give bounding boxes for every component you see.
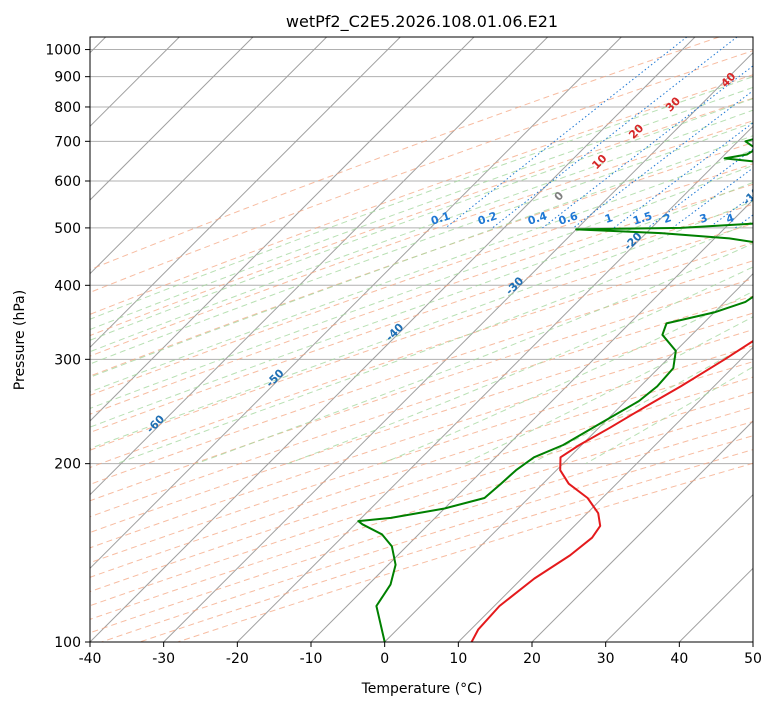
x-tick-label: 40: [670, 651, 688, 667]
isotherm-line: [605, 493, 753, 642]
axes: -40 -30 -20 -10 0 10 20 30 40 5010020030040050060…: [45, 36, 762, 667]
isotherm-line: [384, 272, 753, 642]
isotherm-line: [90, 37, 328, 275]
isotherm-line: [163, 51, 753, 642]
x-tick-label: 0: [380, 651, 389, 667]
moist-adiabat-line: [90, 200, 753, 450]
dry-adiabat-line: [90, 361, 753, 578]
y-axis-label: Pressure (hPa): [12, 290, 28, 390]
isotherm-label: -70: [24, 458, 47, 481]
plot-area: 0.10.20.40.611.52346810131620253036-100-…: [24, 37, 775, 642]
mixing-ratio-line: [445, 37, 688, 229]
dry-adiabat-line: [90, 37, 720, 271]
y-tick-label: 1000: [45, 43, 81, 59]
isotherm-line: [90, 37, 622, 570]
mixing-ratio-line: [492, 37, 738, 229]
dry-adiabat-line: [90, 183, 753, 415]
mixing-ratio-line: [672, 167, 753, 229]
dry-adiabat-line: [90, 97, 753, 337]
mixing-ratio-label: 2: [662, 211, 673, 226]
mixing-ratio-label: 6: [763, 211, 775, 226]
dry-adiabat-line: [90, 50, 753, 293]
dry-adiabat-line: [139, 449, 753, 642]
isotherm-line: [90, 37, 475, 422]
mixing-ratio-label: 0.2: [476, 209, 499, 227]
isotherm-label: -50: [263, 366, 286, 389]
moist-adiabat-line: [287, 266, 753, 465]
x-tick-label: 20: [523, 651, 541, 667]
moist-adiabat-line: [90, 149, 753, 393]
x-axis-label: Temperature (°C): [361, 681, 483, 697]
isotherm-line: [752, 641, 753, 642]
x-tick-label: 50: [744, 651, 762, 667]
isotherm-line: [678, 567, 753, 642]
x-tick-label: -30: [152, 651, 175, 667]
plot-frame: [89, 36, 754, 643]
x-tick-label: -40: [79, 651, 102, 667]
moist-adiabat-line: [90, 109, 753, 353]
isotherm-line: [90, 37, 401, 349]
moist-adiabat-line: [530, 341, 753, 465]
mixing-ratio-label: 1.5: [631, 209, 654, 227]
isotherm-line: [90, 37, 696, 642]
mixing-ratio-label: 1: [603, 211, 614, 226]
mixing-ratio-label: 4: [725, 211, 737, 226]
x-tick-label: 30: [597, 651, 615, 667]
y-tick-label: 200: [54, 457, 81, 473]
moist-adiabat-line: [90, 122, 753, 365]
dry-adiabat-line: [90, 163, 753, 396]
y-tick-label: 700: [54, 134, 81, 150]
y-tick-label: 800: [54, 100, 81, 116]
moist-adiabat-line: [196, 242, 753, 465]
moist-adiabat-line: [90, 86, 753, 331]
dry-adiabat-line: [90, 142, 753, 377]
y-tick-label: 300: [54, 352, 81, 368]
y-tick-label: 100: [54, 635, 81, 651]
dry-adiabat-line: [90, 329, 753, 549]
mixing-ratio-label: 0.1: [429, 209, 452, 227]
mixing-ratio-line: [613, 122, 753, 229]
x-tick-label: -10: [300, 651, 323, 667]
dewpoint-profile-line: [357, 138, 753, 642]
y-tick-label: 600: [54, 174, 81, 190]
moist-adiabat-line: [90, 76, 753, 320]
mixing-ratio-line: [542, 65, 753, 229]
moist-adiabat-line: [90, 181, 753, 428]
x-tick-label: -20: [226, 651, 249, 667]
mixing-ratio-label: 3: [698, 211, 709, 226]
y-tick-label: 900: [54, 70, 81, 86]
moist-adiabat-line: [381, 290, 753, 465]
x-tick-label: 10: [449, 651, 467, 667]
dry-adiabat-line: [101, 435, 753, 642]
isotherm-line: [457, 346, 753, 642]
isotherm-label: -60: [144, 412, 167, 435]
isotherm-line: [236, 125, 753, 642]
chart-title: wetPf2_C2E5.2026.108.01.06.E21: [286, 12, 558, 32]
mixing-ratio-label: 0.6: [557, 209, 580, 227]
y-tick-label: 400: [54, 278, 81, 294]
isotherm-line: [90, 37, 254, 201]
isotherm-label: -30: [503, 274, 526, 297]
y-tick-label: 500: [54, 221, 81, 237]
dry-adiabat-line: [90, 345, 753, 564]
isotherm-line: [90, 37, 549, 496]
isotherm-label: 30: [663, 94, 683, 114]
isotherm-label: 0: [552, 189, 567, 204]
isotherm-line: [531, 420, 753, 642]
moist-adiabat-line: [463, 316, 753, 465]
isotherm-line: [310, 199, 753, 642]
dry-adiabat-line: [90, 120, 753, 357]
moist-adiabat-line: [90, 164, 753, 409]
mixing-ratio-label: 0.4: [526, 209, 549, 227]
isotherm-label: 20: [626, 121, 646, 141]
moist-adiabat-line: [90, 135, 753, 378]
dry-adiabat-line: [177, 462, 753, 642]
isotherm-label: 40: [718, 70, 738, 90]
temperature-profile-line: [470, 339, 753, 642]
